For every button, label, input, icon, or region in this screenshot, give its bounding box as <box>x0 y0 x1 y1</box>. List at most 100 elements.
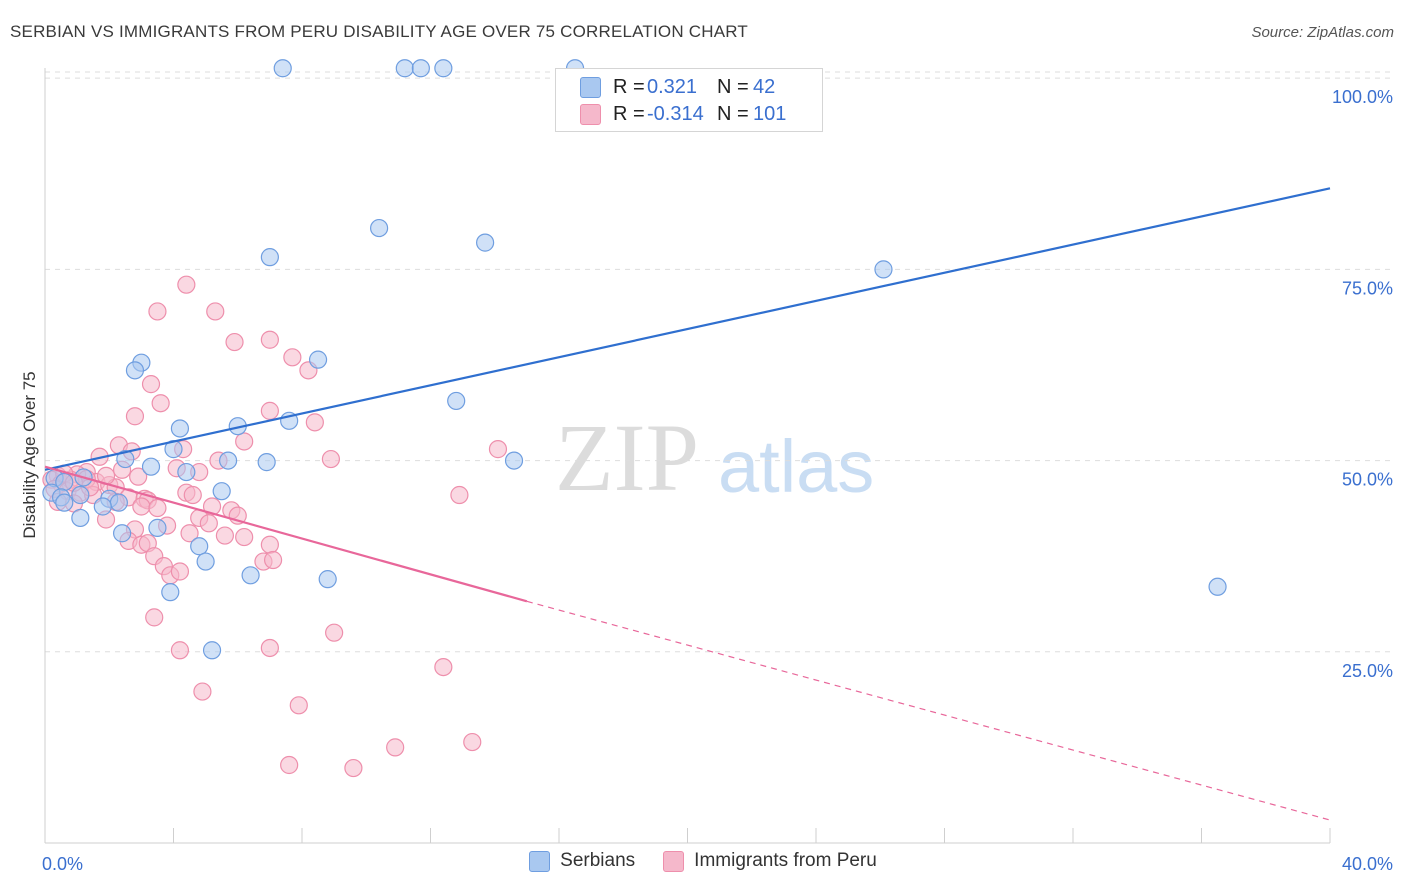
peru-point <box>344 758 363 778</box>
peru-point <box>235 527 254 547</box>
peru-point <box>148 498 167 518</box>
peru-point <box>125 407 145 426</box>
peru-point <box>260 535 279 554</box>
serbian-point <box>874 260 893 279</box>
peru-point <box>450 485 469 505</box>
series-legend: Serbians Immigrants from Peru <box>0 850 1406 872</box>
peru-legend-label: Immigrants from Peru <box>694 850 877 871</box>
y-tick-label: 50.0% <box>1342 470 1393 490</box>
serbian-point <box>434 59 453 78</box>
serbian-point <box>71 508 90 528</box>
y-axis-label: Disability Age Over 75 <box>20 371 39 538</box>
chart-source: Source: ZipAtlas.com <box>1251 24 1394 41</box>
peru-point <box>170 562 190 581</box>
serbian-point <box>196 552 215 571</box>
serbian-point <box>148 518 167 537</box>
serbians-r-value: 0.321 <box>647 75 698 98</box>
serbian-point <box>476 233 495 252</box>
r-label: R = <box>613 102 645 125</box>
peru-point <box>151 394 170 413</box>
serbians-swatch <box>580 76 601 98</box>
peru-point <box>145 608 164 627</box>
y-tick-label: 75.0% <box>1342 278 1393 298</box>
serbians-trend-line <box>44 187 1331 471</box>
x-tick-label: 0.0% <box>42 854 83 874</box>
y-tick-label: 100.0% <box>1332 87 1393 107</box>
n-label: N = <box>717 75 749 98</box>
peru-point <box>170 641 190 660</box>
peru-swatch <box>580 103 601 125</box>
serbian-point <box>55 493 74 512</box>
serbian-point <box>202 641 222 660</box>
peru-point <box>183 485 202 505</box>
serbian-point <box>93 497 112 516</box>
correlation-legend: R = 0.321 N = 42 R = -0.314 N = 101 <box>555 68 823 132</box>
peru-point <box>321 449 341 469</box>
serbian-point <box>116 449 135 469</box>
watermark-atlas: atlas <box>718 425 874 508</box>
serbian-point <box>447 391 466 411</box>
serbian-point <box>260 248 279 267</box>
serbians-n-value: 42 <box>753 75 776 98</box>
peru-point <box>129 467 148 486</box>
serbian-point <box>141 457 161 476</box>
peru-point <box>225 332 244 352</box>
legend-item-peru: Immigrants from Peru <box>663 850 877 872</box>
peru-point <box>283 348 302 367</box>
serbian-point <box>273 59 292 78</box>
serbian-point <box>395 59 414 78</box>
serbian-point <box>170 419 190 438</box>
peru-point <box>463 732 482 752</box>
peru-point <box>177 275 196 294</box>
peru-point <box>289 696 308 715</box>
peru-point <box>325 623 344 642</box>
serbian-point <box>125 361 145 380</box>
peru-point <box>235 432 254 451</box>
n-label: N = <box>717 102 749 125</box>
peru-r-value: -0.314 <box>647 102 704 125</box>
serbian-point <box>190 537 209 556</box>
peru-n-value: 101 <box>753 102 787 125</box>
peru-legend-swatch <box>663 850 685 872</box>
peru-point <box>180 524 199 543</box>
serbian-point <box>212 482 231 501</box>
legend-item-serbians: Serbians <box>529 850 635 872</box>
peru-point <box>193 682 212 701</box>
y-tick-label: 25.0% <box>1342 661 1393 681</box>
serbian-point <box>109 493 128 512</box>
serbian-point <box>1208 577 1227 596</box>
serbian-point <box>219 451 238 470</box>
serbian-point <box>161 583 180 602</box>
peru-point <box>141 375 161 394</box>
peru-point <box>434 657 453 677</box>
legend-row-serbians: R = 0.321 N = 42 <box>580 74 775 100</box>
peru-point <box>305 413 324 432</box>
peru-point <box>215 526 234 545</box>
serbian-point <box>257 453 276 472</box>
peru-point <box>206 302 225 321</box>
peru-point <box>260 638 279 658</box>
watermark-zip: ZIP <box>555 404 699 511</box>
peru-point <box>263 550 283 570</box>
peru-point <box>199 514 218 533</box>
watermark: ZIP atlas <box>555 404 874 511</box>
peru-point <box>386 738 405 757</box>
serbian-point <box>308 350 328 369</box>
serbian-point <box>411 59 430 78</box>
legend-row-peru: R = -0.314 N = 101 <box>580 101 786 127</box>
serbian-point <box>370 218 389 238</box>
serbians-legend-label: Serbians <box>560 850 636 871</box>
peru-point <box>148 302 167 321</box>
peru-point <box>260 330 279 349</box>
serbian-point <box>177 462 196 482</box>
serbians-legend-swatch <box>529 850 551 872</box>
peru-trend-line <box>44 465 528 603</box>
serbian-point <box>504 451 524 470</box>
serbian-point <box>318 570 337 589</box>
chart-title: SERBIAN VS IMMIGRANTS FROM PERU DISABILI… <box>10 22 748 41</box>
peru-point <box>132 497 151 516</box>
x-tick-label: 40.0% <box>1342 854 1393 874</box>
peru-point <box>260 401 279 420</box>
serbian-point <box>71 485 90 505</box>
